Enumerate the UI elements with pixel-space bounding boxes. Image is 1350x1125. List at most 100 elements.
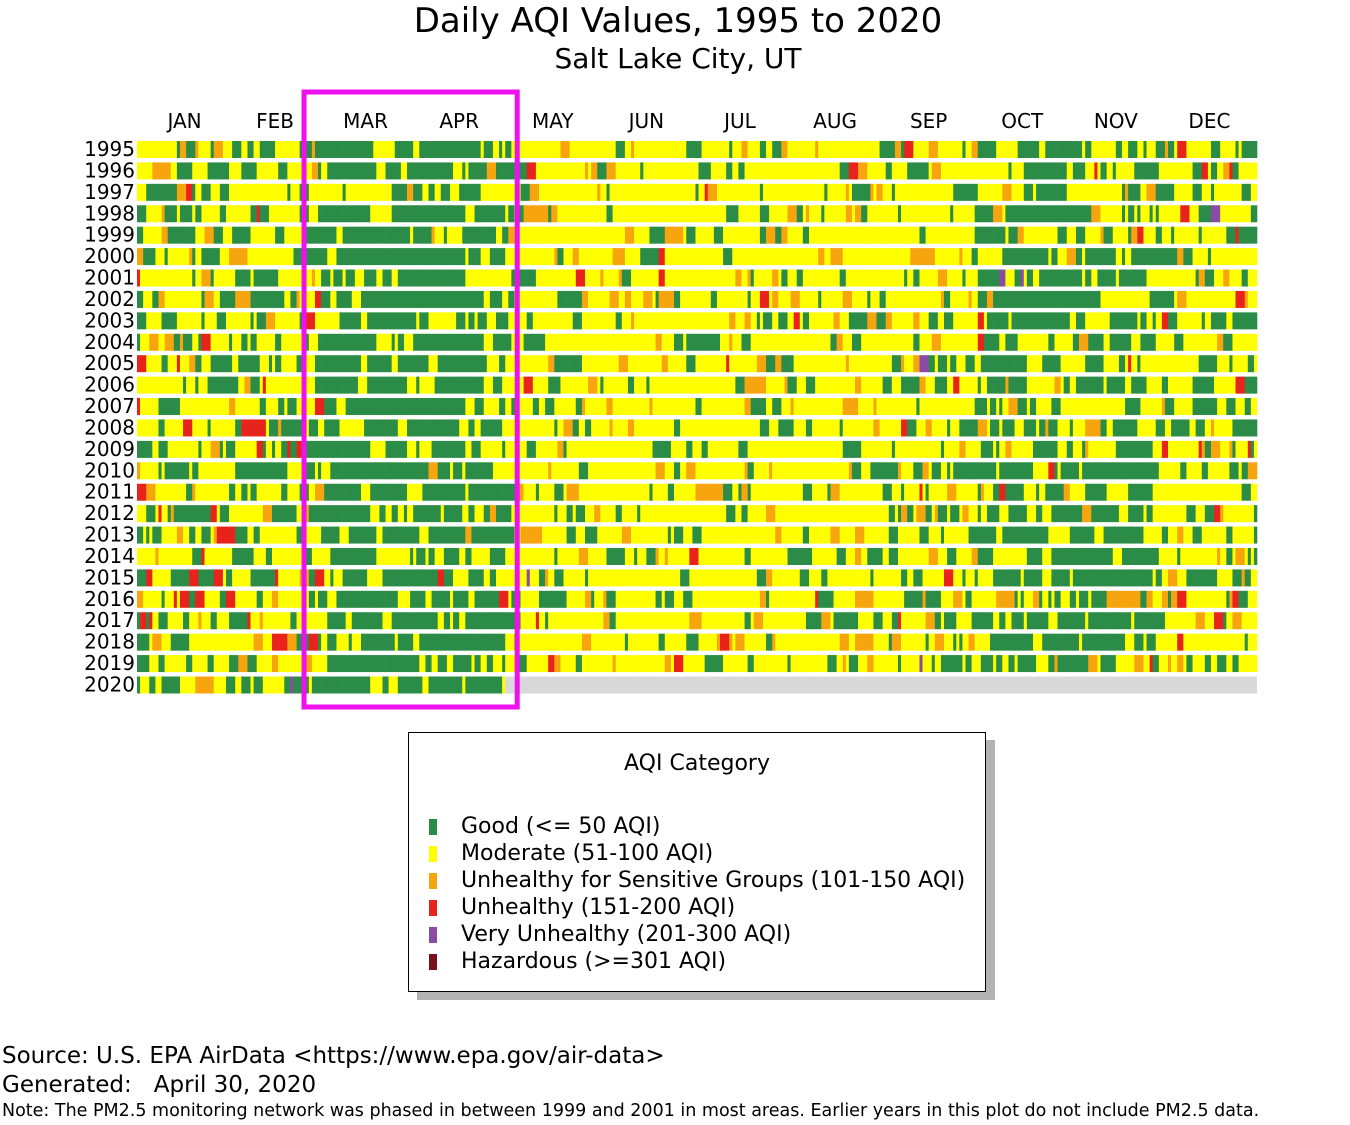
aqi-day-cell [225,205,233,223]
aqi-day-cell [836,183,847,201]
aqi-day-cell [713,376,730,394]
aqi-day-cell [842,590,856,608]
aqi-day-cell [1051,248,1055,266]
aqi-day-cell [897,505,902,523]
aqi-day-cell [287,162,291,180]
aqi-day-cell [950,290,957,308]
aqi-day-cell [492,655,503,673]
aqi-day-cell [189,248,193,266]
aqi-day-cell [867,376,877,394]
aqi-day-cell [468,462,478,480]
aqi-day-cell [1029,398,1037,416]
aqi-day-cell [364,633,380,651]
aqi-day-cell [934,355,939,373]
aqi-day-cell [1192,226,1199,244]
aqi-day-cell [1125,440,1141,458]
aqi-day-cell [1180,462,1187,480]
aqi-day-cell [640,419,650,437]
aqi-day-cell [407,376,417,394]
aqi-day-cell [983,248,994,266]
aqi-day-cell [471,526,481,544]
aqi-day-cell [265,183,279,201]
aqi-day-cell [1115,440,1126,458]
aqi-day-cell [287,355,297,373]
aqi-day-cell [235,483,242,501]
aqi-day-cell [1020,440,1034,458]
aqi-day-cell [1045,440,1058,458]
aqi-day-cell [1042,526,1049,544]
aqi-day-cell [440,505,445,523]
aqi-day-cell [195,269,199,287]
aqi-day-cell [235,526,239,544]
aqi-day-cell [928,183,939,201]
aqi-day-cell [833,205,837,223]
aqi-day-cell [339,376,343,394]
aqi-day-cell [953,612,957,630]
aqi-day-cell [793,355,804,373]
aqi-day-cell [716,183,724,201]
aqi-day-cell [235,676,242,694]
aqi-day-cell [290,183,300,201]
aqi-day-cell [1229,355,1233,373]
aqi-day-cell [726,162,733,180]
aqi-day-cell [259,612,264,630]
aqi-day-cell [591,226,601,244]
aqi-day-cell [195,141,199,158]
aqi-day-cell [772,633,776,651]
aqi-day-cell [907,590,923,608]
aqi-day-cell [664,248,672,266]
aqi-day-cell [1189,162,1193,180]
aqi-day-cell [928,312,939,330]
aqi-day-cell [986,655,994,673]
aqi-day-cell [198,655,208,673]
aqi-day-cell [1229,419,1233,437]
aqi-day-cell [683,655,693,673]
aqi-day-cell [192,333,199,351]
aqi-day-cell [947,505,951,523]
aqi-day-cell [1054,526,1068,544]
aqi-day-cell [640,333,653,351]
aqi-day-cell [149,398,159,416]
aqi-day-cell [894,505,899,523]
aqi-day-cell [1088,612,1098,630]
aqi-day-cell [468,269,481,287]
aqi-day-cell [318,440,328,458]
aqi-day-cell [1235,141,1239,158]
aqi-day-cell [1207,162,1212,180]
aqi-day-cell [821,569,828,587]
aqi-day-cell [474,205,485,223]
aqi-day-cell [505,655,515,673]
aqi-day-cell [210,483,221,501]
aqi-day-cell [919,355,929,373]
aqi-day-cell [489,398,500,416]
aqi-day-cell [766,269,773,287]
aqi-day-cell [149,676,156,694]
aqi-day-cell [744,226,751,244]
aqi-day-cell [1207,183,1212,201]
aqi-day-cell [689,547,699,565]
aqi-day-cell [357,440,362,458]
aqi-day-cell [937,183,948,201]
aqi-day-cell [440,376,457,394]
aqi-day-cell [508,462,512,480]
aqi-day-cell [330,376,340,394]
aqi-day-cell [213,141,224,158]
aqi-day-cell [956,547,966,565]
aqi-day-cell [327,526,340,544]
aqi-day-cell [1174,612,1190,630]
aqi-day-cell [944,398,951,416]
aqi-day-cell [176,312,184,330]
aqi-day-cell [477,569,485,587]
aqi-day-cell [1155,248,1166,266]
aqi-day-cell [152,526,162,544]
aqi-day-cell [1042,376,1055,394]
aqi-day-cell [870,290,880,308]
aqi-day-cell [784,162,794,180]
aqi-day-cell [146,590,156,608]
aqi-day-cell [505,205,509,223]
aqi-day-cell [1121,290,1135,308]
aqi-day-cell [888,248,896,266]
aqi-day-cell [281,333,288,351]
aqi-day-cell [1186,462,1193,480]
aqi-day-cell [1217,290,1227,308]
